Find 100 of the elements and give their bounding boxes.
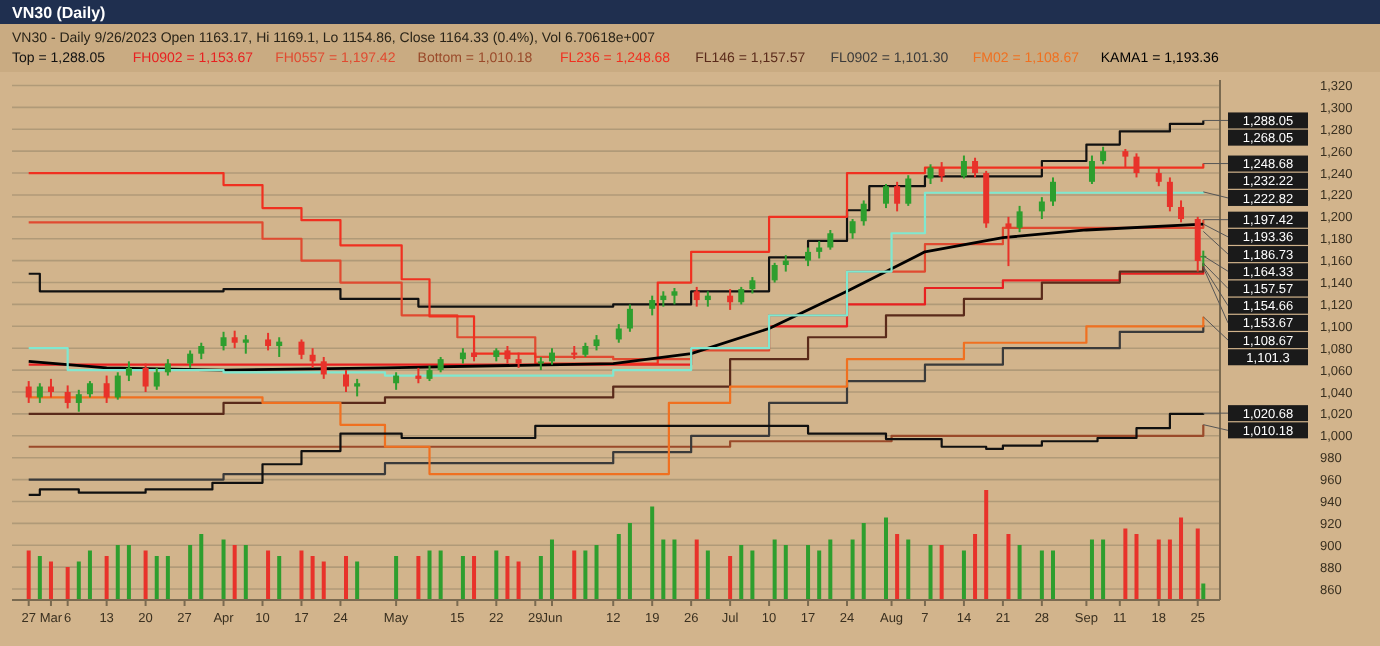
bar (705, 550, 710, 600)
bar (1051, 550, 1055, 600)
candlestick (1088, 154, 1095, 185)
bar (232, 545, 237, 600)
bar (355, 561, 360, 600)
bar (572, 550, 577, 600)
bar (1101, 539, 1106, 600)
bar (583, 550, 588, 600)
bar (427, 550, 432, 600)
bar (1195, 528, 1200, 600)
bar (416, 556, 421, 600)
bar (817, 550, 822, 600)
bar (806, 545, 811, 600)
candlestick (727, 288, 734, 311)
bar (65, 567, 70, 600)
bar (661, 539, 666, 600)
candlestick (827, 228, 834, 251)
bar (861, 523, 866, 600)
bar (26, 550, 31, 600)
bar (850, 539, 855, 600)
candlestick (649, 294, 656, 317)
bar (728, 556, 733, 600)
candlestick (125, 360, 132, 383)
bar (321, 561, 326, 600)
bar (538, 556, 543, 600)
bar (115, 545, 120, 600)
chart-title: VN30 (Daily) (12, 4, 107, 22)
bar (1006, 534, 1011, 600)
candlestick (882, 183, 889, 210)
candlestick (75, 388, 82, 413)
bar (199, 534, 204, 600)
bar (906, 539, 911, 600)
bar (883, 517, 888, 600)
bar (494, 550, 499, 600)
candlestick (220, 330, 227, 352)
bar (772, 539, 777, 600)
bar (188, 545, 193, 600)
candlestick (693, 285, 700, 308)
candlestick (25, 380, 32, 404)
candlestick (298, 338, 305, 361)
bar (650, 506, 655, 600)
bar (299, 550, 304, 600)
bar (984, 490, 989, 600)
candlestick (615, 323, 622, 344)
candlestick (242, 334, 249, 355)
bar (549, 539, 554, 600)
bar (266, 550, 271, 600)
bar (1039, 550, 1044, 600)
candlestick (1194, 215, 1201, 273)
bar (672, 539, 677, 600)
candlestick (1166, 176, 1173, 213)
candlestick (849, 218, 856, 240)
bar (1167, 539, 1172, 600)
bar (939, 545, 944, 600)
bar (221, 539, 226, 600)
bar (616, 534, 621, 600)
candlestick (276, 336, 283, 358)
candlestick (860, 199, 867, 227)
bar (895, 534, 900, 600)
candlestick (1016, 204, 1023, 234)
bar (828, 539, 833, 600)
bar (783, 545, 788, 600)
bar (438, 550, 443, 600)
bar (505, 556, 510, 600)
bar (1156, 539, 1161, 600)
bar (48, 561, 53, 600)
bar (87, 550, 92, 600)
candlestick (64, 384, 71, 410)
bar (394, 556, 399, 600)
bar (694, 539, 699, 600)
bar (472, 556, 477, 600)
bar (1179, 517, 1184, 600)
bar (627, 523, 632, 600)
bar (165, 556, 170, 600)
candlestick (626, 303, 633, 333)
candlestick (36, 382, 43, 404)
bar (961, 550, 966, 600)
bar (344, 556, 349, 600)
bar (243, 545, 248, 600)
candlestick (103, 374, 110, 404)
bar (516, 561, 521, 600)
candlestick (905, 174, 912, 207)
candlestick (114, 371, 121, 401)
candlestick (142, 362, 149, 393)
candlestick (1178, 199, 1185, 224)
bar (277, 556, 282, 600)
candlestick (153, 366, 160, 391)
bar (1123, 528, 1128, 600)
candlestick (343, 369, 350, 393)
bar (750, 550, 755, 600)
candlestick (320, 355, 327, 380)
candlestick (894, 180, 901, 213)
candlestick (1005, 215, 1012, 268)
bar (154, 556, 159, 600)
bar (1089, 539, 1094, 600)
bar (143, 550, 148, 600)
bar (37, 556, 42, 600)
bar (126, 545, 131, 600)
candlestick (1038, 196, 1045, 221)
bar (310, 556, 315, 600)
